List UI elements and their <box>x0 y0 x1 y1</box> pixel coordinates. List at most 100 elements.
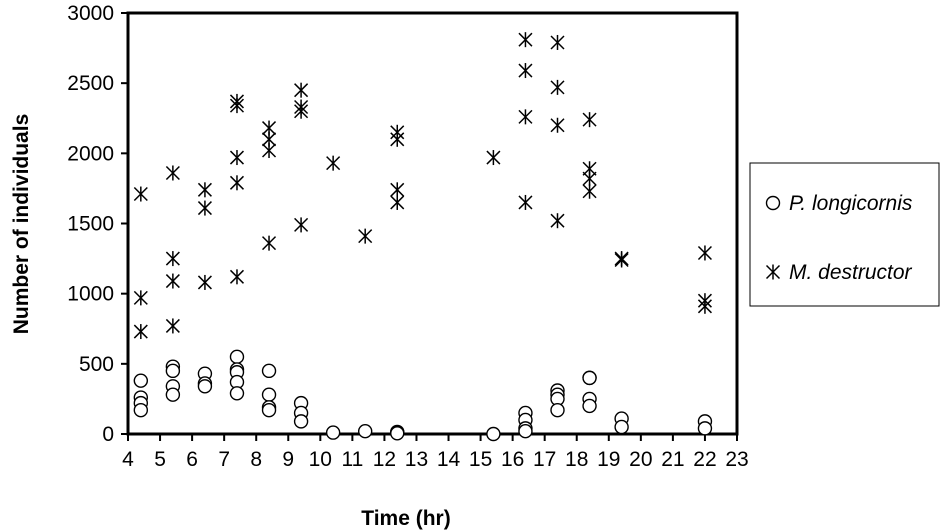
data-point-m-destructor <box>133 324 148 340</box>
data-point-p-longicornis <box>697 421 713 436</box>
x-tick-label: 15 <box>469 448 492 471</box>
data-point-m-destructor <box>550 34 565 50</box>
legend-label-m-destructor: M. destructor <box>789 261 913 284</box>
data-point-m-destructor <box>390 131 405 147</box>
y-tick-label: 2000 <box>67 142 114 165</box>
data-point-m-destructor <box>614 252 629 268</box>
x-tick-label: 16 <box>501 448 524 471</box>
data-point-m-destructor <box>294 103 309 119</box>
y-tick-label: 1500 <box>67 213 114 236</box>
data-point-m-destructor <box>165 165 180 181</box>
data-point-m-destructor <box>229 150 245 166</box>
y-tick-label: 2500 <box>67 72 114 95</box>
data-point-m-destructor <box>165 251 180 267</box>
x-tick-label: 12 <box>373 448 396 471</box>
data-point-m-destructor <box>229 269 245 285</box>
data-point-p-longicornis <box>229 349 245 365</box>
data-point-p-longicornis <box>293 414 309 429</box>
y-axis: 0 500 1000 1500 2000 2500 3000 <box>67 2 128 446</box>
y-tick-label: 3000 <box>67 2 114 25</box>
data-point-p-longicornis <box>325 425 341 440</box>
x-tick-label: 23 <box>725 448 748 471</box>
data-point-m-destructor <box>518 194 533 210</box>
legend-label-p-longicornis: P. longicornis <box>789 192 913 215</box>
x-axis: 4 5 6 7 8 9 10 11 12 13 14 15 16 17 18 19 20 21 22 23 <box>122 434 749 471</box>
data-point-p-longicornis <box>582 398 597 414</box>
legend-circle-marker <box>765 195 781 211</box>
data-point-m-destructor <box>326 155 341 171</box>
x-tick-label: 17 <box>533 448 556 471</box>
data-point-p-longicornis <box>133 402 149 418</box>
data-point-m-destructor <box>133 290 148 306</box>
data-point-m-destructor <box>518 109 533 125</box>
data-point-m-destructor <box>165 273 180 289</box>
x-axis-title: Time (hr) <box>361 507 450 530</box>
x-tick-label: 4 <box>122 448 134 471</box>
data-point-m-destructor <box>294 82 309 98</box>
data-point-m-destructor <box>697 245 712 261</box>
x-tick-label: 14 <box>437 448 461 471</box>
x-tick-label: 20 <box>629 448 652 471</box>
data-point-p-longicornis <box>133 373 149 388</box>
x-tick-label: 6 <box>186 448 198 471</box>
y-tick-label: 500 <box>79 353 114 376</box>
data-point-m-destructor <box>197 274 212 290</box>
data-point-m-destructor <box>550 79 565 95</box>
x-tick-label: 19 <box>597 448 620 471</box>
legend-marker-m-destructor <box>765 264 781 280</box>
data-point-m-destructor <box>133 186 148 202</box>
data-points <box>133 32 713 442</box>
x-tick-label: 13 <box>405 448 428 471</box>
data-point-p-longicornis <box>197 379 213 394</box>
data-point-m-destructor <box>165 318 180 334</box>
data-point-m-destructor <box>518 32 533 48</box>
data-point-p-longicornis <box>261 363 277 379</box>
data-point-m-destructor <box>358 228 373 244</box>
legend-asterisk-marker <box>765 264 781 280</box>
data-point-m-destructor <box>390 194 405 210</box>
data-point-m-destructor <box>582 112 597 128</box>
data-point-p-longicornis <box>229 386 245 401</box>
data-point-m-destructor <box>390 182 405 198</box>
x-tick-label: 11 <box>341 448 363 471</box>
data-point-p-longicornis <box>614 419 629 435</box>
data-point-m-destructor <box>229 175 245 191</box>
data-point-p-longicornis <box>165 387 181 402</box>
y-axis-title: Number of individuals <box>10 114 33 335</box>
data-point-m-destructor <box>550 117 565 133</box>
legend-marker-p-longicornis <box>765 195 781 211</box>
data-point-m-destructor <box>697 298 712 314</box>
data-point-m-destructor <box>262 235 277 251</box>
data-point-p-longicornis <box>550 402 565 418</box>
data-point-p-longicornis <box>486 426 501 442</box>
data-point-m-destructor <box>582 183 597 199</box>
x-tick-label: 10 <box>309 448 332 471</box>
data-point-m-destructor <box>582 171 597 187</box>
data-point-m-destructor <box>550 213 565 229</box>
data-point-p-longicornis <box>261 402 277 418</box>
x-tick-label: 8 <box>250 448 262 471</box>
y-tick-label: 0 <box>102 423 114 446</box>
legend: P. longicornis M. destructor <box>749 162 940 307</box>
plot-area-frame <box>126 11 739 436</box>
data-point-m-destructor <box>262 143 277 159</box>
x-tick-label: 5 <box>154 448 166 471</box>
data-point-p-longicornis <box>357 423 373 439</box>
data-point-m-destructor <box>294 217 309 233</box>
data-point-m-destructor <box>518 63 533 79</box>
data-point-m-destructor <box>197 182 212 198</box>
x-tick-label: 7 <box>218 448 230 471</box>
data-point-p-longicornis <box>390 426 405 441</box>
data-point-m-destructor <box>486 150 501 166</box>
data-point-p-longicornis <box>518 423 533 439</box>
legend-box <box>749 162 940 307</box>
x-tick-label: 9 <box>282 448 294 471</box>
y-tick-label: 1000 <box>67 283 114 306</box>
x-tick-label: 21 <box>661 448 684 471</box>
data-point-p-longicornis <box>582 370 597 386</box>
data-point-p-longicornis <box>261 387 277 402</box>
x-tick-label: 18 <box>565 448 588 471</box>
data-point-m-destructor <box>197 200 212 216</box>
x-tick-label: 22 <box>693 448 716 471</box>
